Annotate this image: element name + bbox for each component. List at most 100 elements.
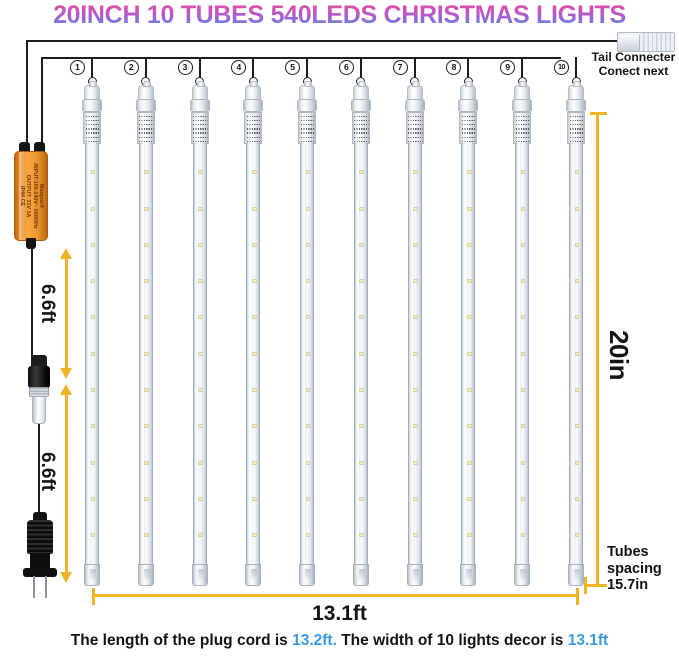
led-chip bbox=[198, 242, 203, 247]
led-tube-6 bbox=[350, 81, 372, 586]
tube-cap-1 bbox=[84, 81, 100, 100]
tube-body-3 bbox=[192, 143, 207, 564]
led-chip bbox=[144, 533, 149, 538]
led-chip bbox=[413, 424, 418, 429]
led-chip bbox=[251, 315, 257, 320]
led-chip bbox=[305, 424, 311, 429]
plug-prong-right bbox=[45, 576, 47, 598]
led-chip bbox=[413, 496, 418, 501]
plug-prong-left bbox=[33, 576, 35, 598]
led-tube-1 bbox=[81, 81, 103, 586]
led-chip bbox=[574, 387, 580, 392]
led-chip bbox=[251, 387, 257, 392]
led-chip bbox=[413, 533, 418, 538]
tube-collar-1 bbox=[82, 99, 102, 112]
tube-collar-2 bbox=[135, 99, 156, 112]
led-chip bbox=[305, 533, 311, 538]
tube-number-5: 5 bbox=[285, 60, 301, 75]
tube-drop-wire-10 bbox=[575, 57, 577, 79]
led-chip bbox=[520, 496, 526, 501]
led-chip bbox=[90, 351, 96, 356]
led-chip bbox=[520, 170, 526, 175]
tube-collar-6 bbox=[350, 99, 371, 112]
tube-number-7: 7 bbox=[392, 60, 408, 75]
spacing-label-line1: Tubes bbox=[607, 544, 649, 560]
cord-lower bbox=[38, 424, 40, 516]
tube-number-6: 6 bbox=[338, 60, 354, 75]
tail-connector-line2: Conect next bbox=[598, 64, 669, 78]
led-chip bbox=[251, 206, 257, 211]
tail-connector-body bbox=[618, 35, 640, 50]
led-chip bbox=[467, 351, 472, 356]
tube-number-4: 4 bbox=[231, 60, 247, 75]
led-chip bbox=[413, 387, 418, 392]
tube-body-10 bbox=[569, 143, 583, 564]
tube-foot-2 bbox=[137, 564, 154, 586]
footer-part1: The length of the plug cord is bbox=[70, 632, 293, 649]
tube-foot-4 bbox=[245, 564, 262, 586]
cord-lower-arrow-top bbox=[60, 384, 72, 395]
led-chip bbox=[144, 351, 149, 356]
led-chip bbox=[520, 242, 526, 247]
led-chip bbox=[520, 387, 526, 392]
spacing-dim-line bbox=[584, 584, 598, 587]
led-chip bbox=[305, 315, 311, 320]
adapter-grommet-right bbox=[34, 142, 45, 155]
main-bus-wire bbox=[26, 40, 620, 42]
led-chip bbox=[359, 351, 365, 356]
led-chip bbox=[144, 279, 149, 284]
tube-foot-1 bbox=[84, 564, 100, 586]
tube-drop-wire-9 bbox=[521, 57, 524, 79]
led-chip bbox=[144, 206, 149, 211]
led-chip bbox=[305, 460, 311, 465]
plug-neck bbox=[33, 512, 47, 522]
led-chip bbox=[467, 460, 472, 465]
tube-collar-4 bbox=[243, 99, 264, 112]
tube-spec-label-6 bbox=[351, 112, 370, 144]
tube-foot-6 bbox=[352, 564, 369, 586]
led-tube-7 bbox=[404, 81, 426, 586]
led-chip bbox=[90, 279, 96, 284]
plug-body bbox=[27, 520, 53, 554]
tube-collar-9 bbox=[512, 99, 533, 112]
height-dim-cap-top bbox=[590, 112, 607, 115]
led-chip bbox=[90, 170, 96, 175]
tube-drop-wire-3 bbox=[198, 57, 201, 79]
spacing-dim-label: Tubes spacing 15.7in bbox=[607, 544, 679, 594]
tube-spec-label-7 bbox=[405, 112, 424, 144]
tube-number-1: 1 bbox=[70, 60, 85, 75]
led-chip bbox=[574, 424, 580, 429]
led-chip bbox=[198, 460, 203, 465]
led-chip bbox=[467, 315, 472, 320]
led-chip bbox=[198, 170, 203, 175]
tube-cap-4 bbox=[245, 81, 262, 100]
led-chip bbox=[144, 387, 149, 392]
tube-foot-5 bbox=[299, 564, 316, 586]
tube-number-2: 2 bbox=[123, 60, 139, 75]
led-chip bbox=[305, 279, 311, 284]
led-chip bbox=[467, 496, 472, 501]
tube-spec-label-2 bbox=[136, 112, 155, 144]
led-chip bbox=[198, 424, 203, 429]
cord-upper-arrow-bottom bbox=[60, 368, 72, 379]
led-chip bbox=[251, 170, 257, 175]
led-chip bbox=[574, 170, 580, 175]
led-chip bbox=[413, 206, 418, 211]
tube-collar-3 bbox=[189, 99, 210, 112]
cord-upper-dim-line bbox=[65, 258, 68, 370]
tube-drop-wire-4 bbox=[252, 57, 255, 79]
spacing-label-value: 15.7in bbox=[607, 577, 649, 593]
led-tube-2 bbox=[135, 81, 157, 586]
tube-bus-wire bbox=[41, 57, 561, 59]
led-chip bbox=[251, 242, 257, 247]
width-dim-cap-right bbox=[576, 588, 579, 605]
cord-lower-arrow-bottom bbox=[60, 572, 72, 583]
wall-plug bbox=[20, 512, 60, 598]
led-chip bbox=[574, 351, 580, 356]
width-dim-cap-left bbox=[92, 588, 95, 605]
tube-body-1 bbox=[85, 143, 99, 564]
led-chip bbox=[520, 206, 526, 211]
cord-inline-connector bbox=[27, 355, 51, 427]
led-chip bbox=[359, 424, 365, 429]
led-chip bbox=[90, 424, 96, 429]
